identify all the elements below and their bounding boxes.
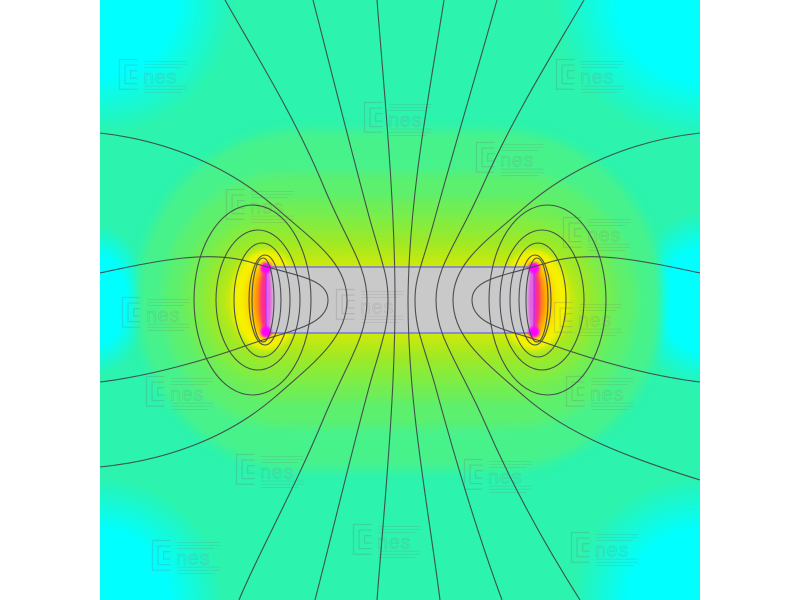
cyan-low-field-blob <box>100 0 280 180</box>
field-line <box>414 0 503 600</box>
field-line-loop <box>193 204 312 396</box>
field-line-loop <box>518 254 552 346</box>
field-line <box>471 256 700 383</box>
field-line-loop <box>251 257 275 343</box>
field-simulation-plot: nes <box>100 0 700 600</box>
field-line-loop <box>499 229 585 371</box>
field-line-loop <box>248 254 282 346</box>
field-line <box>312 0 389 600</box>
field-line <box>452 132 700 481</box>
field-line-loop <box>233 242 291 358</box>
field-contour-lines-layer <box>100 0 700 600</box>
field-line-loop <box>215 229 301 371</box>
magnet-pole-layer <box>260 262 540 338</box>
field-line <box>100 132 348 468</box>
simulation-canvas: nes <box>100 0 700 600</box>
field-line <box>100 256 329 383</box>
field-line <box>407 0 445 600</box>
field-line <box>224 0 368 600</box>
magnet-body <box>265 266 535 334</box>
field-line <box>376 0 396 600</box>
field-line-loop <box>488 204 607 396</box>
field-line-loop <box>509 242 567 358</box>
magnet-pole <box>260 262 272 338</box>
field-line <box>435 0 585 600</box>
field-line-loop <box>525 257 549 343</box>
cyan-low-field-blob <box>530 435 700 600</box>
cyan-low-field-blob <box>100 435 265 600</box>
